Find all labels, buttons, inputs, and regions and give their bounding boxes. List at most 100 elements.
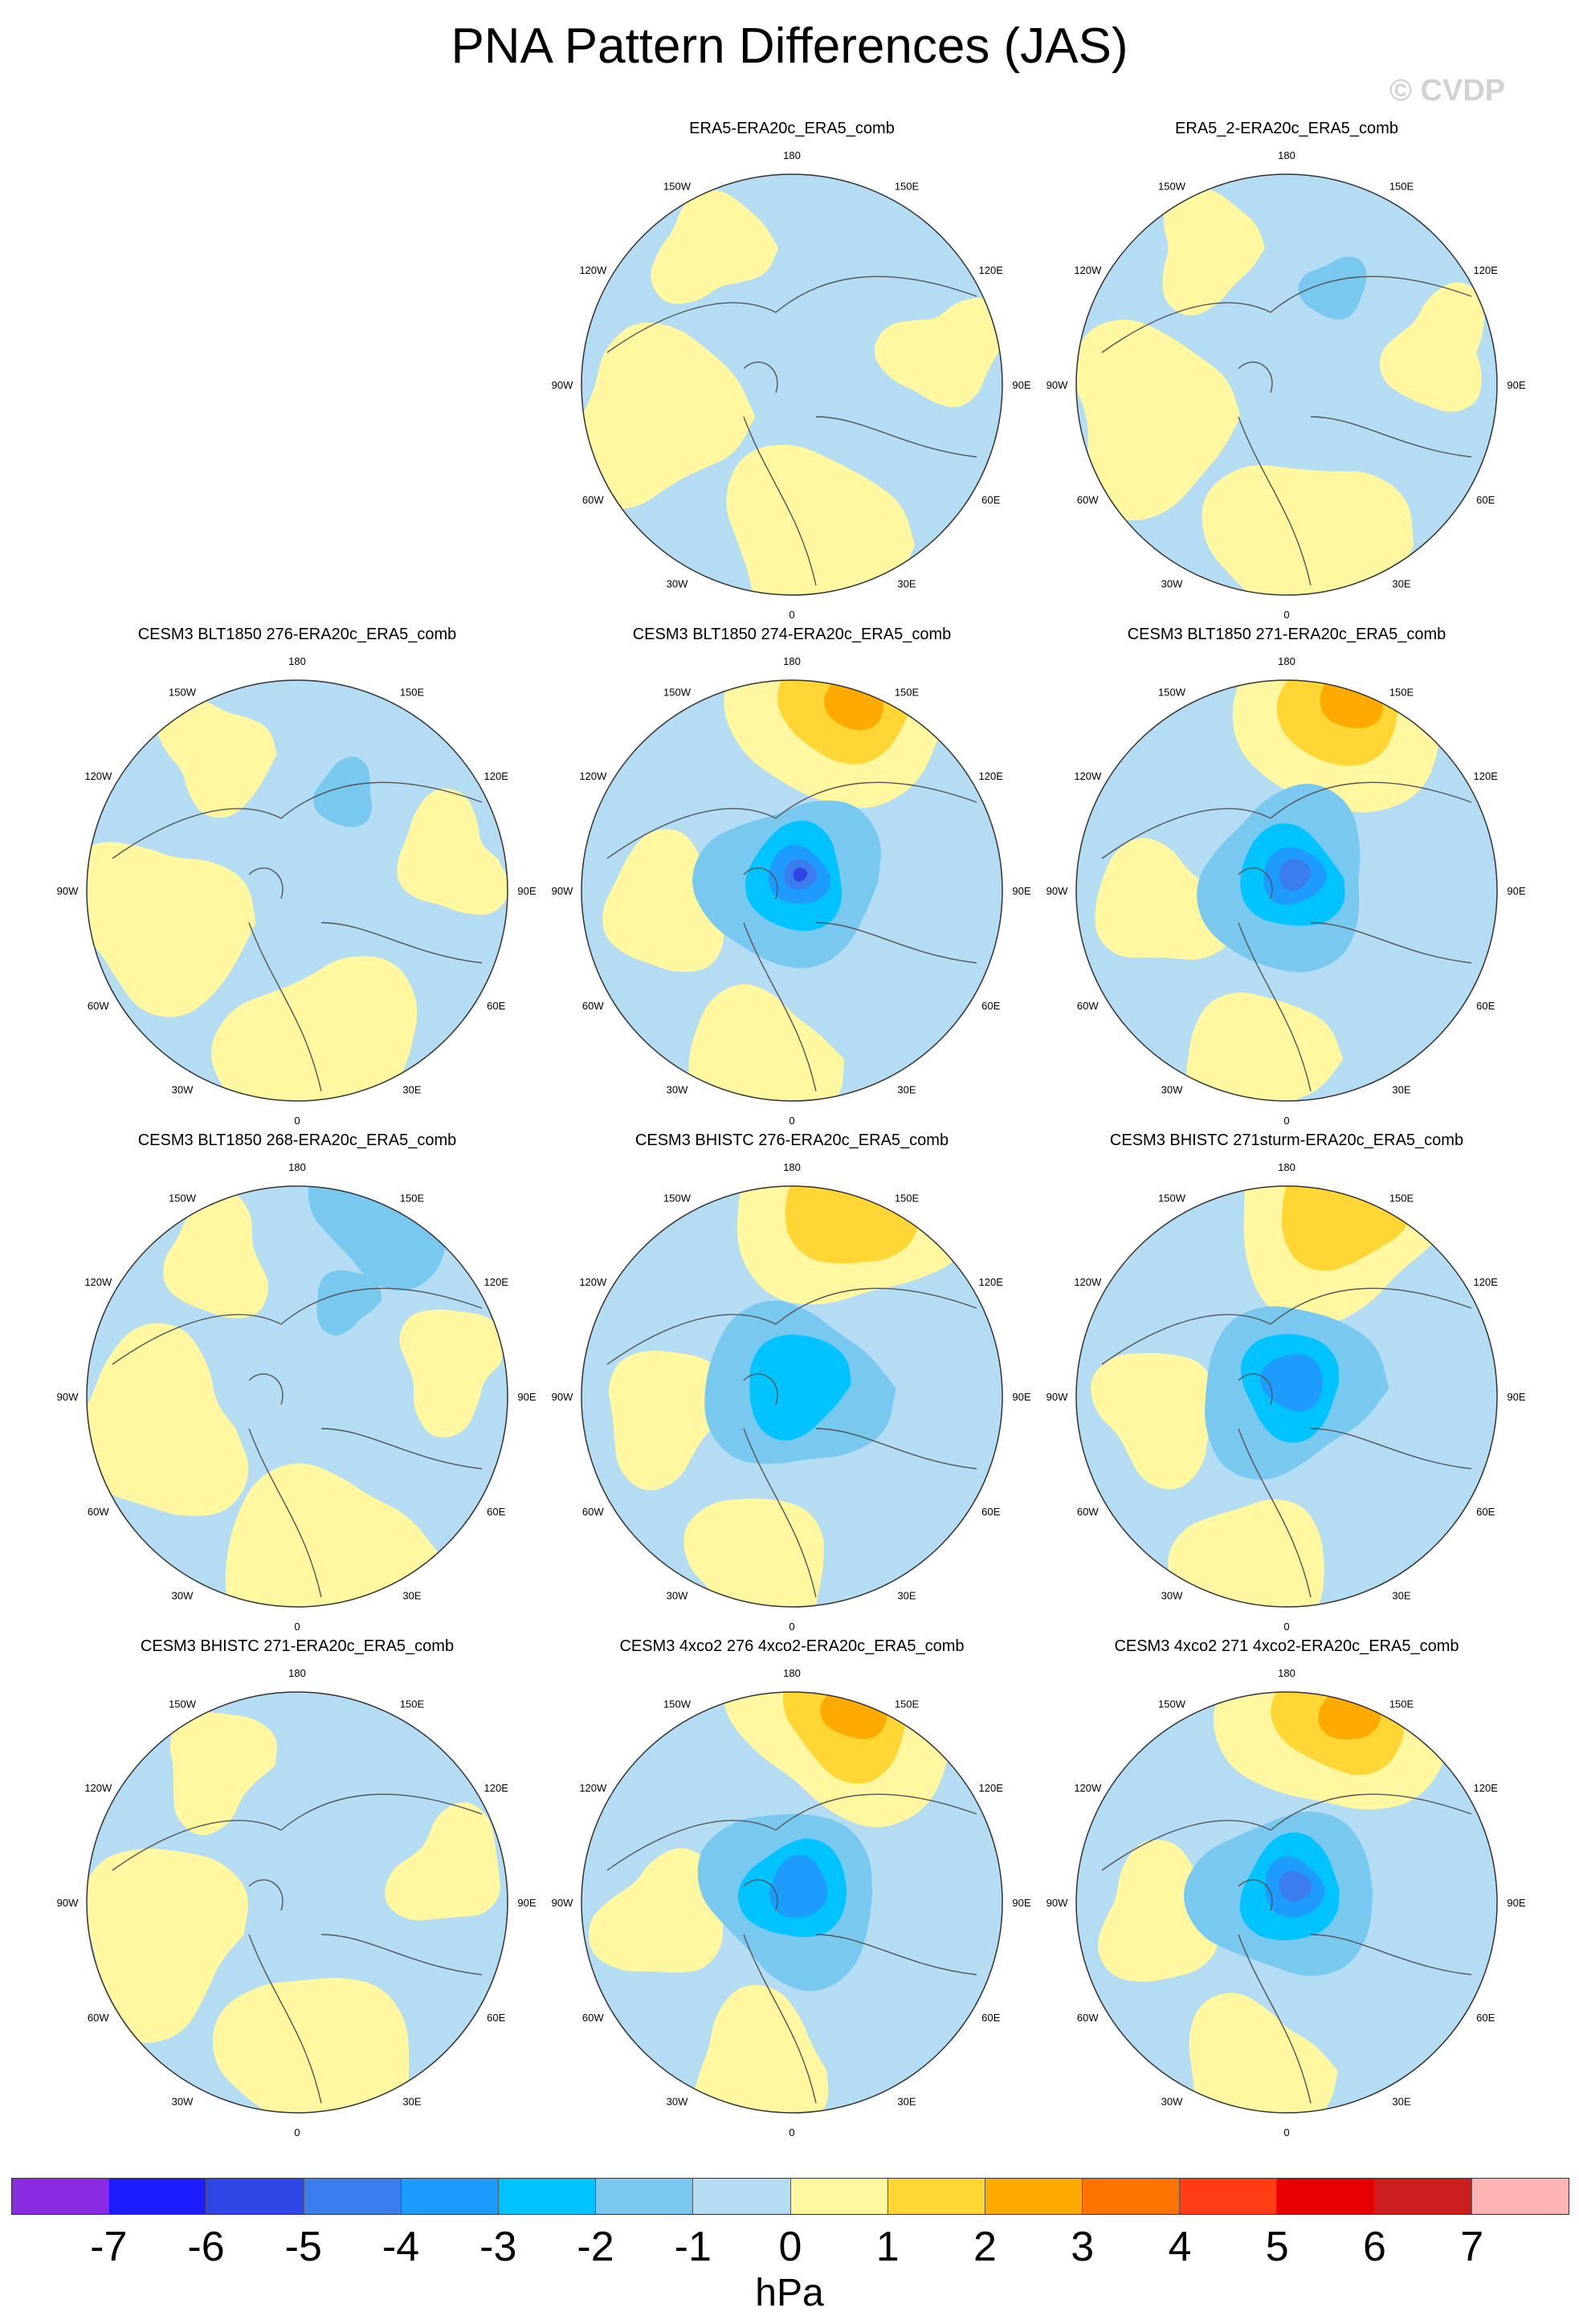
negative-anomaly-region — [308, 1186, 451, 1291]
longitude-label: 120W — [579, 1782, 607, 1794]
longitude-label: 30E — [1392, 578, 1410, 590]
panel-title: CESM3 4xco2 271 4xco2-ERA20c_ERA5_comb — [1114, 1637, 1459, 1655]
coastline — [1238, 1934, 1312, 2104]
colorbar-box — [790, 2179, 888, 2214]
positive-anomaly-region — [1095, 838, 1234, 960]
colorbar-box — [985, 2179, 1083, 2214]
longitude-label: 0 — [789, 1621, 794, 1633]
coastline — [815, 1428, 977, 1470]
coastline — [280, 1793, 483, 1831]
colorbar — [11, 2178, 1569, 2215]
longitude-label: 60W — [88, 1000, 109, 1012]
coastline — [1238, 361, 1273, 393]
longitude-label: 30W — [667, 1590, 688, 1602]
negative-anomaly-region — [316, 1270, 382, 1335]
colorbar-tick-label: 3 — [1071, 2224, 1095, 2270]
longitude-label: 180 — [1278, 1161, 1295, 1173]
longitude-label: 30W — [1161, 1084, 1183, 1096]
colorbar-box — [596, 2179, 694, 2214]
longitude-label: 120E — [1474, 1276, 1499, 1288]
map-panel: CESM3 BLT1850 268-ERA20c_ERA5_comb 180 150… — [48, 1129, 546, 1635]
longitude-label: 120E — [979, 264, 1004, 276]
longitude-label: 120E — [1474, 264, 1499, 276]
longitude-label: 30W — [1161, 578, 1183, 590]
map-border — [86, 679, 508, 1102]
positive-anomaly-region — [1097, 1839, 1218, 1982]
coastline — [743, 416, 817, 586]
coastline — [1270, 781, 1472, 819]
positive-anomaly-region — [1281, 1186, 1418, 1271]
coastline — [320, 1428, 483, 1470]
colorbar-box — [887, 2179, 985, 2214]
longitude-label: 120E — [979, 1782, 1004, 1794]
longitude-label: 120E — [484, 1276, 509, 1288]
panel-title: CESM3 BLT1850 271-ERA20c_ERA5_comb — [1127, 626, 1446, 643]
longitude-label: 120W — [1074, 1276, 1102, 1288]
map-panel: CESM3 BLT1850 276-ERA20c_ERA5_comb 180 150… — [48, 623, 546, 1129]
longitude-label: 90E — [517, 1391, 536, 1403]
longitude-label: 120W — [84, 770, 112, 782]
coastline — [743, 867, 778, 899]
longitude-label: 150E — [1389, 180, 1414, 192]
positive-anomaly-region — [212, 1977, 410, 2113]
longitude-label: 120E — [1474, 1782, 1499, 1794]
coastline — [743, 361, 778, 393]
longitude-label: 0 — [789, 2126, 794, 2138]
coastline — [1101, 1314, 1271, 1365]
longitude-label: 150W — [169, 1698, 197, 1710]
negative-anomaly-region — [1279, 858, 1312, 891]
longitude-label: 150E — [895, 1698, 920, 1710]
longitude-label: 30E — [402, 1590, 421, 1602]
coastline — [248, 1879, 284, 1911]
longitude-label: 150E — [400, 1192, 425, 1204]
map-border — [1075, 1691, 1498, 2114]
panel-title: CESM3 BLT1850 276-ERA20c_ERA5_comb — [137, 626, 457, 643]
coastline — [320, 1934, 483, 1975]
longitude-label: 120W — [1074, 264, 1102, 276]
positive-anomaly-region — [163, 1189, 269, 1319]
positive-anomaly-region — [1189, 1992, 1338, 2113]
polar-map: 180 150E 120E 90E 60E 30E 0 30W 60W 90W 120W 150W — [552, 655, 1031, 1127]
longitude-label: 60E — [487, 1000, 505, 1012]
longitude-label: 90W — [1047, 1391, 1068, 1403]
longitude-label: 150E — [895, 686, 920, 698]
colorbar-box — [1471, 2179, 1569, 2214]
colorbar-tick-label: -7 — [90, 2224, 128, 2270]
map-panel: CESM3 BHISTC 276-ERA20c_ERA5_comb 180 150E… — [543, 1129, 1041, 1635]
colorbar-tick-label: -2 — [577, 2224, 614, 2270]
longitude-label: 90E — [517, 885, 536, 897]
map-border — [581, 1185, 1003, 1608]
longitude-label: 120W — [1074, 770, 1102, 782]
positive-anomaly-region — [602, 829, 724, 972]
colorbar-tick-label: 1 — [875, 2224, 900, 2270]
longitude-label: 0 — [1283, 1115, 1289, 1127]
polar-map: 180 150E 120E 90E 60E 30E 0 30W 60W 90W 120W 150W — [1047, 1161, 1526, 1633]
coastline — [1238, 1373, 1273, 1405]
longitude-label: 30E — [1392, 2096, 1410, 2108]
coastline — [1310, 922, 1472, 964]
longitude-label: 90W — [57, 1897, 79, 1909]
colorbar-tick-label: 2 — [973, 2224, 997, 2270]
longitude-label: 90E — [1507, 379, 1525, 391]
longitude-label: 180 — [288, 655, 306, 667]
longitude-label: 120E — [1474, 770, 1499, 782]
colorbar-tick-label: 4 — [1168, 2224, 1192, 2270]
positive-anomaly-region — [688, 984, 844, 1101]
longitude-label: 0 — [789, 609, 794, 621]
coastline — [320, 922, 483, 964]
longitude-label: 90E — [1012, 885, 1030, 897]
coastline — [606, 1820, 777, 1871]
longitude-label: 90W — [552, 1391, 573, 1403]
coastline — [743, 922, 817, 1092]
longitude-label: 120W — [84, 1276, 112, 1288]
colorbar-labels: -7 -6 -5 -4 -3 -2 -1 0 1 2 3 4 5 6 7 — [0, 2223, 1579, 2279]
longitude-label: 90E — [517, 1897, 536, 1909]
colorbar-tick-label: 5 — [1265, 2224, 1289, 2270]
negative-anomaly-region — [313, 756, 373, 828]
colorbar-tick-label: 6 — [1363, 2224, 1386, 2270]
negative-anomaly-region — [749, 1335, 851, 1441]
longitude-label: 30W — [1161, 1590, 1183, 1602]
map-panel: CESM3 BLT1850 274-ERA20c_ERA5_comb 180 150… — [543, 623, 1041, 1129]
panel-title: CESM3 4xco2 276 4xco2-ERA20c_ERA5_comb — [619, 1637, 965, 1655]
positive-anomaly-region — [87, 842, 256, 1017]
